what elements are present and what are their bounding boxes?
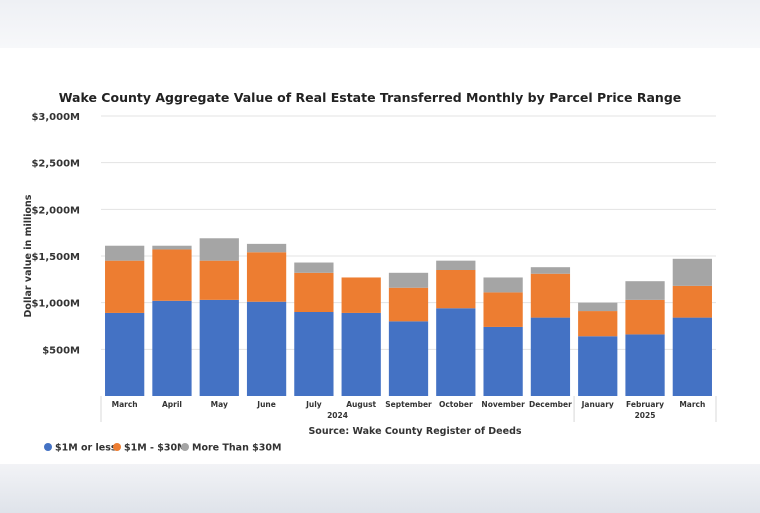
- bar-segment: [294, 272, 334, 312]
- bar-segment: [105, 245, 145, 261]
- x-tick-label: September: [385, 400, 432, 409]
- y-axis-label: Dollar value in millions: [23, 194, 34, 317]
- bar-segment: [246, 301, 287, 396]
- bar-segment: [152, 300, 192, 396]
- top-background-band: [0, 0, 760, 48]
- x-tick-label: November: [481, 400, 525, 409]
- y-tick-label: $500M: [42, 345, 80, 356]
- bar-segment: [483, 277, 523, 293]
- bar-segment: [199, 238, 239, 261]
- y-tick-label: $1,500M: [31, 252, 80, 263]
- bar-segment: [578, 311, 618, 337]
- bar-segment: [672, 258, 712, 286]
- legend: $1M or less $1M - $30M More Than $30M: [44, 443, 281, 454]
- x-tick-label: February: [626, 400, 664, 409]
- x-tick-label: March: [679, 400, 705, 409]
- bottom-background-band: [0, 464, 760, 513]
- bar-segment: [294, 262, 334, 273]
- bar-segment: [199, 299, 239, 396]
- y-tick-label: $1,000M: [31, 299, 80, 310]
- bar-segment: [294, 312, 334, 396]
- bar-segment: [625, 299, 665, 335]
- bar-segment: [105, 312, 145, 396]
- x-tick-label: April: [162, 400, 182, 409]
- year-group-labels: 2024 2025: [327, 411, 655, 420]
- x-tick-label: July: [305, 400, 322, 409]
- bar-segment: [388, 321, 429, 396]
- legend-label: More Than $30M: [192, 443, 281, 454]
- chart-title: Wake County Aggregate Value of Real Esta…: [59, 90, 682, 105]
- bar-segment: [341, 277, 381, 313]
- bar-segment: [152, 245, 192, 250]
- bar-segment: [152, 249, 192, 301]
- bar-stacks: [105, 238, 712, 396]
- x-tick-label: January: [581, 400, 614, 409]
- bar-segment: [672, 285, 712, 318]
- bar-segment: [625, 334, 665, 396]
- legend-swatch: [113, 443, 121, 451]
- bar-segment: [483, 292, 523, 327]
- bar-segment: [341, 312, 381, 396]
- bar-segment: [199, 260, 239, 300]
- y-tick-label: $2,000M: [31, 205, 80, 216]
- x-tick-label: August: [346, 400, 376, 409]
- x-axis-label: Source: Wake County Register of Deeds: [308, 426, 521, 437]
- bar-segment: [246, 243, 287, 253]
- bar-segment: [578, 336, 618, 396]
- bar-segment: [530, 267, 571, 274]
- bar-segment: [483, 326, 523, 396]
- legend-swatch: [44, 443, 52, 451]
- legend-swatch: [181, 443, 189, 451]
- year-label: 2024: [327, 411, 348, 420]
- bar-segment: [530, 273, 571, 318]
- bar-segment: [388, 272, 429, 288]
- bar-segment: [436, 260, 476, 270]
- bar-segment: [436, 270, 476, 309]
- x-tick-label: December: [529, 400, 572, 409]
- bar-segment: [246, 252, 287, 302]
- legend-label: $1M - $30M: [124, 443, 187, 454]
- bar-segment: [105, 260, 145, 313]
- x-tick-label: May: [211, 400, 228, 409]
- legend-label: $1M or less: [55, 443, 117, 454]
- x-tick-label: March: [112, 400, 138, 409]
- bar-segment: [388, 287, 429, 322]
- y-tick-label: $2,500M: [31, 159, 80, 170]
- y-axis-ticks: $500M $1,000M $1,500M $2,000M $2,500M $3,000M: [31, 112, 80, 356]
- y-tick-label: $3,000M: [31, 112, 80, 123]
- bar-segment: [672, 317, 712, 396]
- bar-segment: [436, 308, 476, 396]
- bar-segment: [625, 281, 665, 300]
- year-label: 2025: [635, 411, 656, 420]
- x-tick-label: June: [256, 400, 276, 409]
- x-tick-label: October: [439, 400, 473, 409]
- x-axis-ticks: March April May June July August September Octo…: [100, 396, 717, 422]
- bar-segment: [530, 317, 571, 396]
- bar-segment: [578, 302, 618, 312]
